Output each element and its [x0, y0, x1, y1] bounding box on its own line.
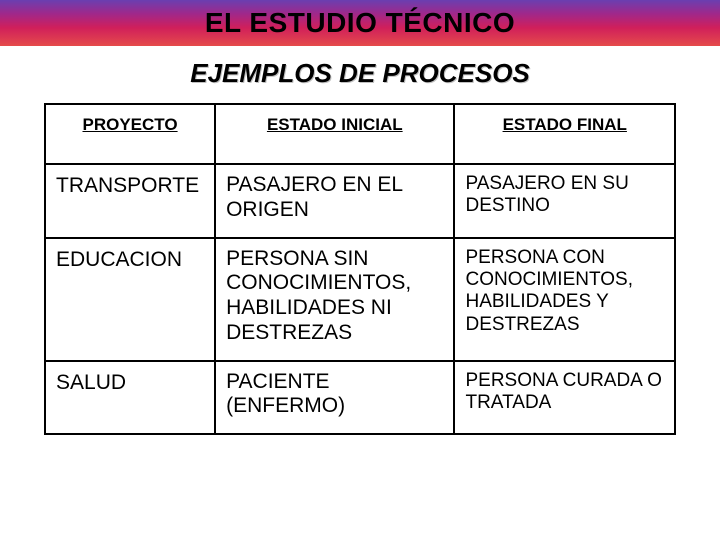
table-row: TRANSPORTE PASAJERO EN EL ORIGEN PASAJER…: [45, 164, 675, 238]
cell-estado-final: PERSONA CON CONOCIMIENTOS, HABILIDADES Y…: [454, 238, 675, 361]
process-table: PROYECTO ESTADO INICIAL ESTADO FINAL TRA…: [44, 103, 676, 435]
table-row: SALUD PACIENTE (ENFERMO) PERSONA CURADA …: [45, 361, 675, 435]
process-table-wrap: PROYECTO ESTADO INICIAL ESTADO FINAL TRA…: [0, 103, 720, 435]
subtitle: EJEMPLOS DE PROCESOS: [0, 58, 720, 89]
cell-estado-final: PASAJERO EN SU DESTINO: [454, 164, 675, 238]
main-title: EL ESTUDIO TÉCNICO: [205, 7, 515, 39]
table-row: EDUCACION PERSONA SIN CONOCIMIENTOS, HAB…: [45, 238, 675, 361]
cell-proyecto: TRANSPORTE: [45, 164, 215, 238]
col-header-proyecto: PROYECTO: [45, 104, 215, 164]
cell-estado-final: PERSONA CURADA O TRATADA: [454, 361, 675, 435]
cell-estado-inicial: PERSONA SIN CONOCIMIENTOS, HABILIDADES N…: [215, 238, 454, 361]
col-header-estado-final: ESTADO FINAL: [454, 104, 675, 164]
header-bar: EL ESTUDIO TÉCNICO: [0, 0, 720, 46]
cell-proyecto: EDUCACION: [45, 238, 215, 361]
cell-estado-inicial: PACIENTE (ENFERMO): [215, 361, 454, 435]
cell-proyecto: SALUD: [45, 361, 215, 435]
col-header-estado-inicial: ESTADO INICIAL: [215, 104, 454, 164]
table-header-row: PROYECTO ESTADO INICIAL ESTADO FINAL: [45, 104, 675, 164]
cell-estado-inicial: PASAJERO EN EL ORIGEN: [215, 164, 454, 238]
